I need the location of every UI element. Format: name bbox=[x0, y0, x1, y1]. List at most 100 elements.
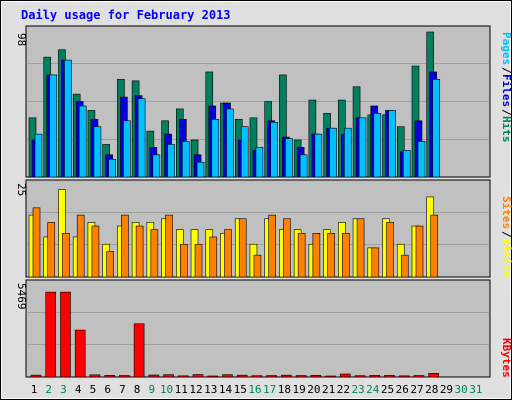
bar-pages-day-25 bbox=[388, 110, 396, 178]
bar-sites-day-1 bbox=[32, 207, 41, 278]
bar-pages-day-3 bbox=[64, 59, 72, 178]
bar-pages-day-18 bbox=[285, 138, 293, 178]
legend-separator: / bbox=[500, 67, 512, 74]
bar-kbytes-day-18 bbox=[281, 374, 292, 378]
bar-pages-day-13 bbox=[211, 118, 220, 178]
day-label-16: 16 bbox=[248, 383, 261, 396]
legend-separator: / bbox=[500, 109, 512, 116]
bar-pages-day-24 bbox=[373, 113, 382, 178]
bar-pages-day-19 bbox=[299, 154, 308, 178]
bar-pages-day-11 bbox=[182, 141, 190, 178]
day-label-21: 21 bbox=[322, 383, 335, 396]
bar-kbytes-day-28 bbox=[428, 373, 440, 378]
bar-sites-day-26 bbox=[400, 254, 409, 278]
day-label-19: 19 bbox=[293, 383, 306, 396]
bar-pages-day-17 bbox=[270, 121, 278, 178]
day-label-26: 26 bbox=[396, 383, 409, 396]
legend-pages: Pages bbox=[500, 32, 512, 65]
bar-sites-day-8 bbox=[135, 225, 144, 278]
day-label-3: 3 bbox=[60, 383, 67, 396]
bar-pages-day-14 bbox=[226, 108, 234, 178]
bar-pages-day-2 bbox=[49, 74, 58, 178]
legend-hits: Hits bbox=[500, 116, 512, 143]
bar-kbytes-day-7 bbox=[119, 375, 130, 378]
day-label-29: 29 bbox=[440, 383, 453, 396]
bar-kbytes-day-14 bbox=[222, 374, 233, 378]
day-label-5: 5 bbox=[90, 383, 97, 396]
day-label-12: 12 bbox=[189, 383, 202, 396]
bar-sites-day-15 bbox=[238, 218, 247, 278]
bar-kbytes-day-13 bbox=[207, 375, 219, 378]
kbytes-panel-max-label: 5469 bbox=[15, 283, 28, 310]
bar-kbytes-day-3 bbox=[60, 291, 71, 378]
bar-kbytes-day-9 bbox=[148, 374, 160, 378]
hits-panel-max-label: 98 bbox=[15, 33, 28, 46]
bar-pages-day-6 bbox=[108, 158, 116, 178]
bar-kbytes-day-21 bbox=[325, 375, 336, 378]
bar-sites-day-17 bbox=[268, 214, 276, 278]
bar-kbytes-day-8 bbox=[133, 323, 145, 378]
bar-pages-day-26 bbox=[402, 150, 411, 178]
bar-sites-day-24 bbox=[371, 247, 380, 278]
bar-sites-day-28 bbox=[430, 214, 439, 278]
bar-sites-day-13 bbox=[209, 236, 218, 278]
bar-kbytes-day-10 bbox=[163, 374, 174, 378]
day-label-10: 10 bbox=[160, 383, 173, 396]
day-label-8: 8 bbox=[134, 383, 141, 396]
bar-sites-day-11 bbox=[180, 243, 188, 278]
bar-kbytes-day-25 bbox=[384, 375, 395, 378]
day-label-9: 9 bbox=[149, 383, 156, 396]
bar-pages-day-20 bbox=[314, 133, 323, 178]
bar-kbytes-day-26 bbox=[398, 375, 410, 378]
bar-pages-day-27 bbox=[417, 141, 426, 178]
bar-pages-day-23 bbox=[358, 117, 367, 178]
bar-sites-day-27 bbox=[415, 225, 424, 278]
bar-pages-day-10 bbox=[167, 144, 175, 178]
bar-sites-day-16 bbox=[253, 254, 262, 278]
day-label-14: 14 bbox=[219, 383, 233, 396]
bar-sites-day-12 bbox=[194, 243, 203, 278]
bar-pages-day-28 bbox=[432, 79, 441, 178]
bar-sites-day-4 bbox=[76, 214, 85, 278]
bar-kbytes-day-2 bbox=[45, 291, 57, 378]
bar-sites-day-9 bbox=[150, 229, 159, 278]
day-label-2: 2 bbox=[45, 383, 52, 396]
bar-sites-day-6 bbox=[106, 251, 114, 278]
day-label-11: 11 bbox=[175, 383, 188, 396]
bar-pages-day-8 bbox=[137, 98, 146, 178]
day-label-24: 24 bbox=[366, 383, 380, 396]
day-label-13: 13 bbox=[204, 383, 217, 396]
day-label-7: 7 bbox=[119, 383, 126, 396]
chart-title: Daily usage for February 2013 bbox=[21, 8, 231, 22]
legend-separator: / bbox=[500, 231, 512, 238]
bar-kbytes-day-20 bbox=[310, 375, 322, 378]
legend-visits: Visits bbox=[500, 238, 512, 278]
legend-sites: Sites bbox=[500, 196, 512, 229]
day-label-6: 6 bbox=[104, 383, 111, 396]
bar-kbytes-day-12 bbox=[192, 374, 204, 378]
bar-pages-day-12 bbox=[196, 161, 205, 178]
bar-kbytes-day-23 bbox=[354, 375, 366, 378]
bar-pages-day-1 bbox=[34, 133, 43, 178]
day-label-20: 20 bbox=[307, 383, 320, 396]
day-label-30: 30 bbox=[455, 383, 468, 396]
day-label-28: 28 bbox=[425, 383, 438, 396]
day-label-31: 31 bbox=[469, 383, 482, 396]
bar-sites-day-14 bbox=[224, 229, 232, 278]
bar-sites-day-2 bbox=[47, 222, 56, 278]
day-label-27: 27 bbox=[410, 383, 423, 396]
day-label-1: 1 bbox=[31, 383, 38, 396]
bar-pages-day-4 bbox=[78, 105, 87, 178]
bar-kbytes-day-6 bbox=[104, 375, 115, 378]
bar-kbytes-day-1 bbox=[30, 374, 42, 378]
bar-pages-day-16 bbox=[255, 147, 264, 178]
visits-panel-max-label: 25 bbox=[15, 183, 28, 196]
bar-pages-day-22 bbox=[344, 127, 352, 178]
day-label-18: 18 bbox=[278, 383, 291, 396]
legend-kbytes: KBytes bbox=[500, 338, 512, 378]
legend-files: Files bbox=[500, 74, 512, 107]
day-label-15: 15 bbox=[234, 383, 247, 396]
bar-sites-day-20 bbox=[312, 233, 321, 278]
